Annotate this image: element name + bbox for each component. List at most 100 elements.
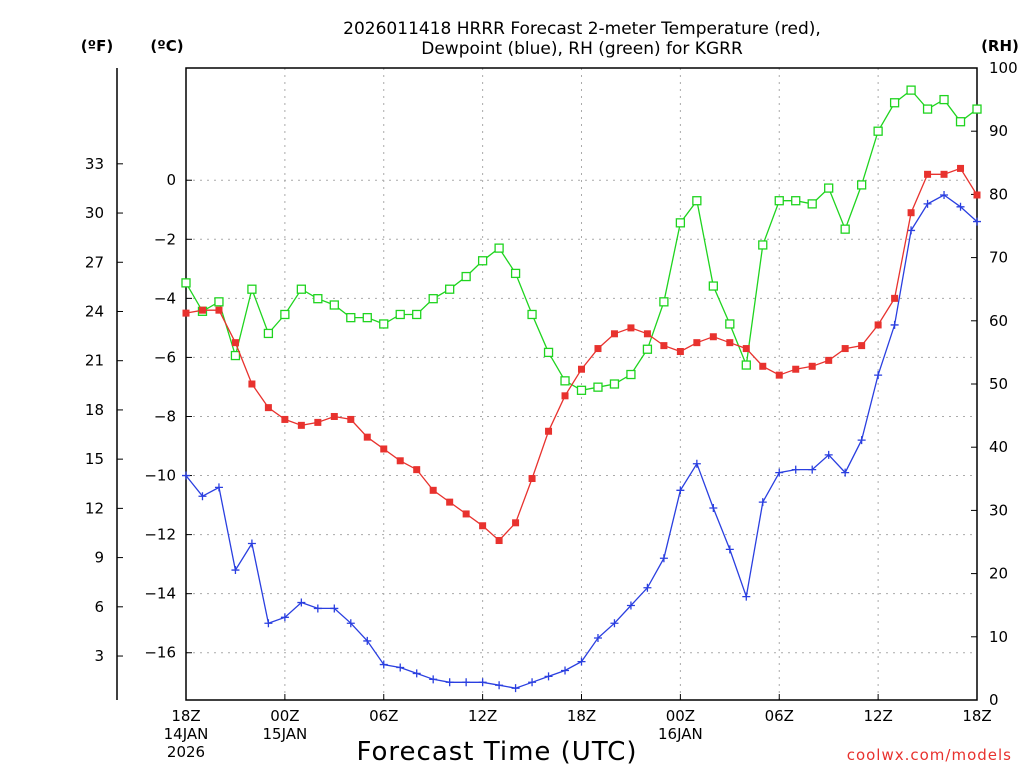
rh-point	[889, 98, 900, 108]
temperature-point	[545, 427, 553, 435]
rh-point	[494, 243, 504, 253]
chart-title-line1: 2026011418 HRRR Forecast 2-meter Tempera…	[343, 19, 821, 39]
rh-tick-label: 10	[989, 628, 1008, 646]
rh-point	[675, 218, 686, 228]
rh-point	[873, 126, 883, 136]
dewpoint-point	[429, 675, 438, 684]
celsius-tick-label: −2	[154, 230, 176, 248]
time-tick-label: 14JAN	[164, 725, 209, 743]
fahrenheit-tick-label: 18	[85, 401, 104, 419]
temperature-point	[676, 348, 684, 356]
rh-tick-label: 60	[989, 312, 1008, 330]
dewpoint-point	[791, 465, 800, 474]
rh-point	[609, 379, 620, 389]
dewpoint-point	[379, 660, 388, 669]
time-tick-label: 12Z	[863, 707, 892, 725]
fahrenheit-axis: 33 30 27 24 21 18 15 12 9 6 3	[85, 155, 123, 665]
rh-point	[626, 369, 636, 380]
fahrenheit-tick-label: 21	[85, 352, 104, 370]
dewpoint-point	[874, 371, 883, 380]
dewpoint-point	[462, 678, 471, 687]
dewpoint-point	[511, 684, 520, 693]
dewpoint-series	[182, 190, 981, 693]
temperature-point	[808, 362, 816, 370]
rh-point	[576, 385, 587, 395]
rh-series	[181, 85, 982, 395]
fahrenheit-tick-label: 15	[85, 450, 104, 468]
dewpoint-point	[280, 613, 289, 622]
credit-link[interactable]: coolwx.com/models	[847, 746, 1012, 764]
fahrenheit-tick-label: 9	[94, 549, 104, 567]
time-tick-label: 00Z	[666, 707, 695, 725]
dewpoint-point	[412, 669, 421, 678]
celsius-tick-label: −12	[144, 526, 176, 544]
celsius-tick-label: 0	[166, 171, 176, 189]
rh-point	[708, 281, 718, 291]
dewpoint-point	[610, 619, 619, 628]
celsius-tick-label: −4	[154, 289, 176, 307]
temperature-point	[413, 466, 421, 474]
fahrenheit-tick-label: 30	[85, 204, 104, 222]
rh-tick-label: 50	[989, 375, 1008, 393]
grid-lines	[186, 68, 977, 700]
rh-point	[296, 284, 307, 294]
temperature-point	[495, 537, 503, 545]
temperature-point	[182, 309, 190, 317]
dewpoint-point	[659, 554, 668, 563]
celsius-tick-label: −8	[154, 407, 176, 425]
rh-point	[280, 309, 290, 320]
fahrenheit-tick-label: 6	[94, 598, 104, 616]
temperature-point	[231, 339, 239, 347]
dewpoint-point	[626, 601, 635, 610]
dewpoint-point	[676, 486, 685, 495]
temperature-line	[185, 167, 978, 542]
time-tick-label: 06Z	[369, 707, 398, 725]
fahrenheit-tick-label: 3	[94, 647, 104, 665]
rh-point	[560, 376, 570, 386]
x-axis-title: Forecast Time (UTC)	[356, 737, 637, 767]
fahrenheit-tick-label: 33	[85, 155, 104, 173]
rh-point	[362, 312, 372, 323]
time-tick-label: 18Z	[962, 707, 991, 725]
temperature-point	[314, 418, 322, 426]
temperature-point	[396, 457, 404, 465]
temperature-point	[643, 330, 651, 338]
dewpoint-point	[330, 604, 339, 613]
dewpoint-point	[544, 672, 553, 681]
temperature-point	[198, 306, 206, 314]
celsius-tick-label: −16	[144, 644, 176, 662]
rh-point	[692, 196, 702, 206]
temperature-point	[874, 321, 882, 329]
rh-point	[741, 360, 751, 370]
rh-point	[906, 85, 916, 95]
rh-point	[774, 196, 784, 206]
rh-point	[428, 294, 438, 304]
rh-point	[412, 309, 422, 320]
rh-point	[758, 240, 768, 250]
rh-point	[461, 271, 471, 282]
rh-point	[543, 347, 554, 358]
temperature-point	[429, 486, 437, 494]
temperature-point	[759, 362, 767, 370]
rh-point	[346, 312, 356, 323]
dewpoint-point	[247, 539, 256, 548]
rh-point	[395, 309, 405, 320]
dewpoint-point	[231, 566, 240, 575]
rh-point	[313, 294, 323, 304]
dewpoint-point	[824, 450, 833, 459]
time-tick-label: 2026	[167, 743, 205, 761]
temperature-point	[610, 330, 618, 338]
dewpoint-point	[297, 598, 306, 607]
rh-point	[477, 256, 488, 266]
rh-unit-label: (RH)	[981, 37, 1019, 55]
rh-point	[181, 278, 191, 288]
time-tick-label: 12Z	[468, 707, 497, 725]
temperature-point	[528, 475, 536, 483]
rh-tick-label: 30	[989, 501, 1008, 519]
temperature-point	[973, 191, 981, 199]
dewpoint-point	[528, 678, 537, 687]
dewpoint-point	[643, 583, 652, 592]
dewpoint-point	[692, 459, 701, 468]
rh-point	[725, 319, 735, 329]
